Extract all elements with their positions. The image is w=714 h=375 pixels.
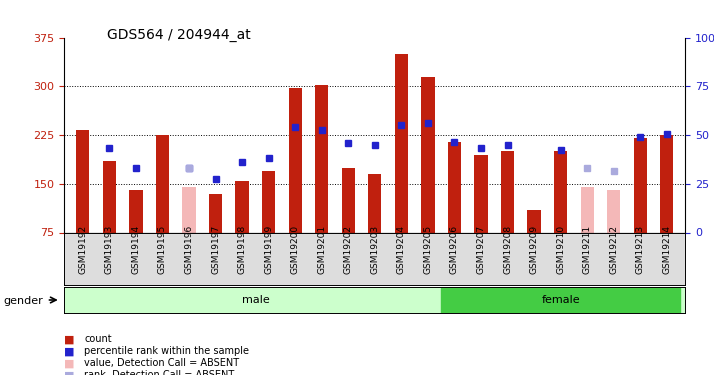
Text: male: male: [241, 295, 269, 305]
Text: ■: ■: [64, 334, 75, 344]
Bar: [441, 287, 680, 313]
Bar: [607, 190, 620, 232]
Text: ■: ■: [64, 370, 75, 375]
Bar: [501, 151, 514, 232]
Bar: [76, 130, 89, 232]
Text: count: count: [84, 334, 112, 344]
Bar: [660, 135, 673, 232]
Bar: [554, 151, 568, 232]
Bar: [103, 161, 116, 232]
Bar: [315, 85, 328, 232]
Bar: [474, 154, 488, 232]
Bar: [209, 194, 222, 232]
Text: percentile rank within the sample: percentile rank within the sample: [84, 346, 249, 356]
Text: value, Detection Call = ABSENT: value, Detection Call = ABSENT: [84, 358, 239, 368]
Bar: [262, 171, 276, 232]
Text: female: female: [541, 295, 580, 305]
Bar: [580, 187, 594, 232]
Text: gender: gender: [4, 296, 44, 306]
Bar: [421, 76, 435, 232]
Bar: [448, 141, 461, 232]
Bar: [528, 210, 540, 232]
Bar: [182, 187, 196, 232]
Bar: [156, 135, 169, 232]
Bar: [395, 54, 408, 232]
Bar: [634, 138, 647, 232]
Text: GDS564 / 204944_at: GDS564 / 204944_at: [107, 28, 251, 42]
Bar: [368, 174, 381, 232]
Bar: [342, 168, 355, 232]
Bar: [69, 287, 441, 313]
Text: rank, Detection Call = ABSENT: rank, Detection Call = ABSENT: [84, 370, 234, 375]
Bar: [236, 180, 248, 232]
Text: ■: ■: [64, 358, 75, 368]
Bar: [288, 87, 302, 232]
Text: ■: ■: [64, 346, 75, 356]
Bar: [129, 190, 143, 232]
